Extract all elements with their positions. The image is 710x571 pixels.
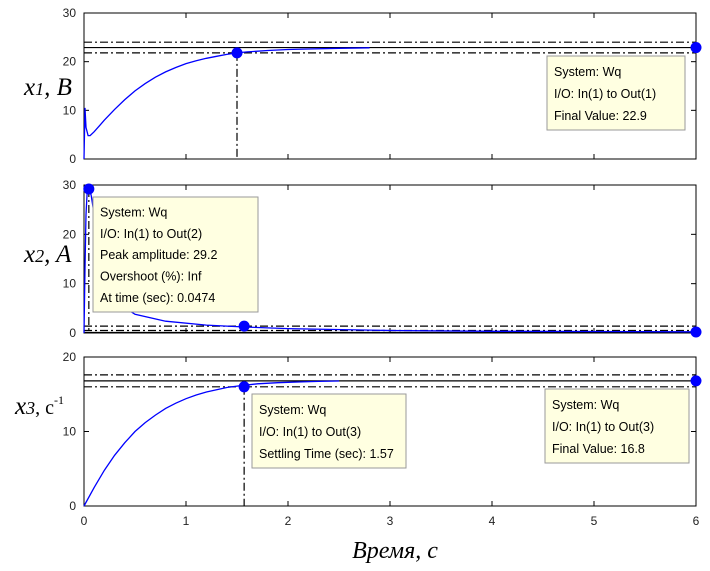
datatip-box (546, 55, 686, 131)
datatip-line: Overshoot (%): Inf (100, 270, 202, 284)
datatip[interactable]: System: Wq I/O: In(1) to Out(3) Final Valu… (544, 388, 690, 464)
datatip-line: Final Value: 16.8 (552, 442, 645, 456)
x-tick-label: 1 (183, 514, 190, 528)
x-tick-label: 5 (591, 514, 598, 528)
datatip-line: System: Wq (552, 398, 619, 412)
y-tick-label: 0 (69, 326, 76, 340)
datatip-line: I/O: In(1) to Out(1) (554, 87, 656, 101)
datatip-line: At time (sec): 0.0474 (100, 291, 215, 305)
datatip-line: System: Wq (259, 403, 326, 417)
x-tick-label: 2 (285, 514, 292, 528)
y-tick-label: 30 (63, 6, 77, 20)
series-line-x1 (83, 47, 370, 160)
data-marker[interactable] (231, 47, 243, 59)
datatip-line: Settling Time (sec): 1.57 (259, 447, 394, 461)
datatip-line: System: Wq (554, 65, 621, 79)
datatip[interactable]: System: Wq I/O: In(1) to Out(1) Final Valu… (546, 55, 686, 131)
datatip-line: Peak amplitude: 29.2 (100, 248, 217, 262)
datatip-box (251, 393, 407, 469)
y-tick-label: 10 (63, 277, 77, 291)
datatip-box (544, 388, 690, 464)
series-line-x3 (83, 380, 340, 507)
y-tick-label: 0 (69, 499, 76, 513)
subplot-x3: 0 10 20 0 1 2 3 4 5 6 System: Wq I/O: In(1) to Out(… (14, 350, 702, 528)
datatip-box (92, 196, 259, 313)
data-marker[interactable] (238, 381, 250, 393)
y-axis-label: x2, A (23, 241, 72, 268)
datatip-line: I/O: In(1) to Out(3) (259, 425, 361, 439)
x-tick-label: 3 (387, 514, 394, 528)
datatip-line: I/O: In(1) to Out(3) (552, 420, 654, 434)
y-tick-label: 10 (63, 425, 77, 439)
y-tick-label: 30 (63, 178, 77, 192)
datatip[interactable]: System: Wq I/O: In(1) to Out(3) Settling T… (251, 393, 407, 469)
subplot-x1: 0 10 20 30 System: Wq I/O: In(1) to Out(1) Fin… (23, 6, 702, 166)
y-tick-label: 20 (63, 55, 77, 69)
datatip-line: I/O: In(1) to Out(2) (100, 227, 202, 241)
y-tick-label: 20 (63, 350, 77, 364)
x-tick-label: 6 (693, 514, 700, 528)
y-axis-label: x3, c-1 (14, 393, 64, 420)
x-tick-label: 0 (81, 514, 88, 528)
datatip[interactable]: System: Wq I/O: In(1) to Out(2) Peak ampli… (92, 196, 259, 313)
data-marker[interactable] (83, 183, 95, 195)
y-tick-label: 0 (69, 152, 76, 166)
y-tick-label: 20 (63, 227, 77, 241)
data-marker[interactable] (690, 42, 702, 54)
subplot-x2: 0 10 20 30 System: Wq I/O: In(1) to Out(2) Pea… (23, 178, 702, 340)
y-tick-label: 10 (63, 103, 77, 117)
data-marker[interactable] (238, 320, 250, 332)
data-marker[interactable] (690, 375, 702, 387)
x-tick-label: 4 (489, 514, 496, 528)
data-marker[interactable] (690, 326, 702, 338)
datatip-line: Final Value: 22.9 (554, 109, 647, 123)
datatip-line: System: Wq (100, 205, 167, 219)
y-axis-label: x1, B (23, 74, 72, 101)
x-axis-label: Время, с (352, 538, 438, 564)
